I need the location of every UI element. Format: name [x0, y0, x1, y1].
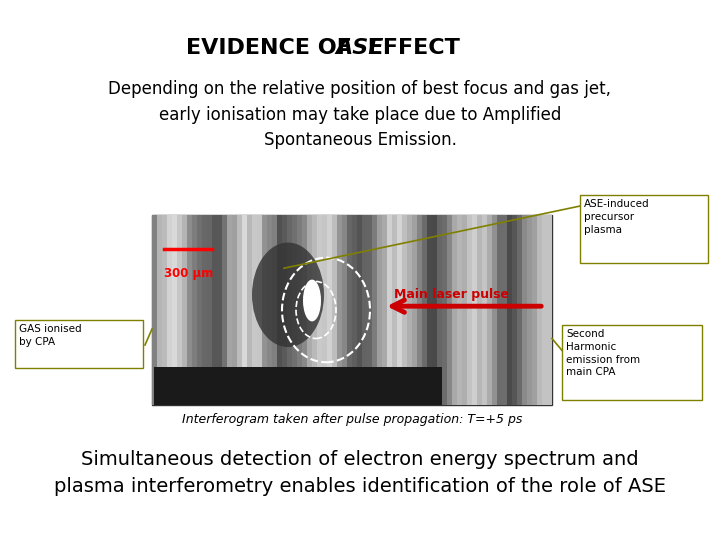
Bar — [347, 215, 352, 405]
Bar — [467, 215, 472, 405]
Bar — [15, 320, 143, 368]
Bar — [272, 215, 277, 405]
Bar — [182, 215, 187, 405]
Text: Interferogram taken after pulse propagation: T=+5 ps: Interferogram taken after pulse propagat… — [182, 413, 522, 426]
Bar — [332, 215, 337, 405]
Bar — [357, 215, 362, 405]
Text: Main laser pulse: Main laser pulse — [395, 288, 510, 301]
Bar — [452, 215, 457, 405]
Bar — [507, 215, 512, 405]
Bar — [482, 215, 487, 405]
Bar — [252, 215, 257, 405]
Bar — [302, 215, 307, 405]
Bar — [312, 215, 317, 405]
Bar — [292, 215, 297, 405]
Bar — [527, 215, 532, 405]
Bar — [517, 215, 522, 405]
Bar — [242, 215, 247, 405]
Bar — [580, 195, 708, 263]
Bar — [317, 215, 322, 405]
Bar — [152, 215, 552, 405]
Bar — [267, 215, 272, 405]
Bar — [282, 215, 287, 405]
Bar — [322, 215, 327, 405]
Bar — [522, 215, 527, 405]
Bar — [537, 215, 542, 405]
Bar — [417, 215, 422, 405]
Text: ASE-induced
precursor
plasma: ASE-induced precursor plasma — [584, 199, 649, 234]
Bar — [232, 215, 237, 405]
Bar — [542, 215, 547, 405]
Bar — [487, 215, 492, 405]
Bar — [307, 215, 312, 405]
Bar — [197, 215, 202, 405]
Bar — [372, 215, 377, 405]
Bar — [154, 367, 442, 405]
Bar — [532, 215, 537, 405]
Bar — [237, 215, 242, 405]
Bar — [402, 215, 407, 405]
Bar — [477, 215, 482, 405]
Bar — [327, 215, 332, 405]
Bar — [437, 215, 442, 405]
Bar — [337, 215, 342, 405]
Bar — [287, 215, 292, 405]
Text: EFFECT: EFFECT — [360, 38, 460, 58]
Bar — [162, 215, 167, 405]
Text: Depending on the relative position of best focus and gas jet,
early ionisation m: Depending on the relative position of be… — [109, 80, 611, 150]
Bar — [342, 215, 347, 405]
Bar — [387, 215, 392, 405]
Bar — [497, 215, 502, 405]
Bar — [192, 215, 197, 405]
Bar — [422, 215, 427, 405]
Bar — [257, 215, 262, 405]
Bar — [207, 215, 212, 405]
Bar — [222, 215, 227, 405]
Bar — [212, 215, 217, 405]
Bar — [227, 215, 232, 405]
Bar — [202, 215, 207, 405]
Bar — [412, 215, 417, 405]
Bar — [502, 215, 507, 405]
Bar — [547, 215, 552, 405]
Text: Second
Harmonic
emission from
main CPA: Second Harmonic emission from main CPA — [566, 329, 640, 377]
Bar — [472, 215, 477, 405]
Bar — [277, 215, 282, 405]
Bar — [447, 215, 452, 405]
Bar — [167, 215, 172, 405]
Bar — [397, 215, 402, 405]
Bar — [457, 215, 462, 405]
Text: 300 μm: 300 μm — [164, 267, 213, 280]
Ellipse shape — [252, 242, 324, 347]
Bar — [492, 215, 497, 405]
Bar — [377, 215, 382, 405]
Bar — [367, 215, 372, 405]
Bar — [177, 215, 182, 405]
Bar — [352, 215, 357, 405]
Bar — [172, 215, 177, 405]
Bar — [217, 215, 222, 405]
Bar — [427, 215, 432, 405]
Bar — [152, 215, 157, 405]
Bar — [462, 215, 467, 405]
Bar — [382, 215, 387, 405]
Bar — [187, 215, 192, 405]
Text: ASE: ASE — [336, 38, 384, 58]
Text: EVIDENCE OF: EVIDENCE OF — [186, 38, 360, 58]
Bar — [362, 215, 367, 405]
Bar — [157, 215, 162, 405]
Bar — [407, 215, 412, 405]
Ellipse shape — [303, 280, 321, 321]
Bar — [442, 215, 447, 405]
Bar — [512, 215, 517, 405]
Text: GAS ionised
by CPA: GAS ionised by CPA — [19, 324, 81, 347]
Bar — [297, 215, 302, 405]
Bar — [262, 215, 267, 405]
Bar — [562, 325, 702, 400]
Bar — [432, 215, 437, 405]
Bar — [392, 215, 397, 405]
Text: Simultaneous detection of electron energy spectrum and
plasma interferometry ena: Simultaneous detection of electron energ… — [54, 450, 666, 496]
Bar — [247, 215, 252, 405]
